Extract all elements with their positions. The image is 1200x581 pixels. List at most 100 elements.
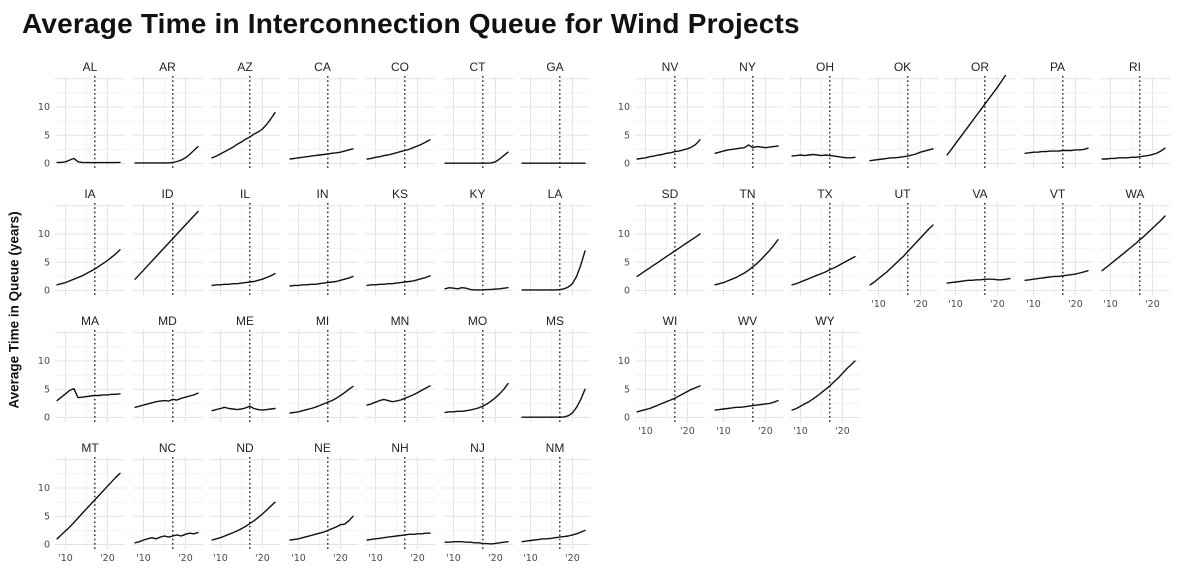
svg-text:10: 10	[38, 102, 50, 113]
facet-panel-IA: IA 0 5 10	[38, 187, 125, 297]
facet-strip: IL	[239, 187, 250, 201]
facet-strip: OK	[893, 60, 912, 74]
facet-panel-NE: NE '10 '20	[287, 441, 358, 564]
facet-plot	[712, 203, 783, 295]
svg-text:10: 10	[38, 229, 50, 240]
facet-panel-MI: MI	[287, 314, 358, 422]
facet-panel-MS: MS	[520, 314, 590, 422]
facet-plot	[365, 203, 435, 295]
facet-panel-NC: NC '10 '20	[132, 441, 203, 564]
facet-panel-CA: CA	[287, 60, 358, 168]
svg-text:5: 5	[44, 384, 50, 395]
facet-strip: MO	[467, 314, 488, 328]
facet-strip: PA	[1049, 60, 1066, 74]
facet-strip: NH	[391, 441, 409, 455]
facet-plot	[1100, 76, 1170, 168]
facet-plot	[210, 203, 280, 295]
facet-strip: WI	[662, 314, 678, 328]
facet-panel-AL: AL 0 5 10	[38, 60, 125, 170]
facet-strip: MA	[81, 314, 99, 328]
facet-strip: WV	[737, 314, 758, 328]
facet-panel-UT: UT '10 '20	[867, 187, 938, 310]
facet-plot	[132, 203, 203, 295]
svg-text:'10: '10	[1026, 299, 1041, 310]
svg-text:'20: '20	[333, 553, 348, 564]
facet-plot: '10 '20	[712, 330, 783, 437]
svg-text:'20: '20	[835, 426, 850, 437]
facet-plot: 0 5 10	[38, 203, 125, 297]
facet-panel-TN: TN	[712, 187, 783, 295]
facet-panel-IN: IN	[287, 187, 358, 295]
facet-plot: '10 '20	[442, 457, 513, 564]
facet-panel-WV: WV '10 '20	[712, 314, 783, 437]
facet-panel-CO: CO	[365, 60, 435, 168]
facet-strip: CO	[391, 60, 409, 74]
svg-text:'20: '20	[1145, 299, 1160, 310]
facet-plot	[945, 75, 1015, 168]
facet-panel-WY: WY '10 '20	[790, 314, 860, 437]
facet-plot	[520, 203, 590, 295]
facet-strip: VT	[1049, 187, 1066, 201]
facet-plot: '10 '20	[210, 457, 280, 564]
svg-text:'20: '20	[758, 426, 773, 437]
facet-panel-GA: GA	[520, 60, 590, 168]
facet-panel-CT: CT	[442, 60, 513, 168]
svg-text:'10: '10	[793, 426, 808, 437]
facet-strip: GA	[546, 60, 564, 74]
facet-strip: AZ	[237, 60, 253, 74]
facet-plot: 0 5 10	[618, 203, 705, 297]
facet-plot	[520, 330, 590, 422]
svg-text:10: 10	[38, 356, 50, 367]
facet-plot	[442, 76, 513, 168]
facet-strip: MI	[315, 314, 330, 328]
facet-panel-MN: MN	[365, 314, 435, 422]
facet-panel-NM: NM '10 '20	[520, 441, 590, 564]
facet-strip: TN	[739, 187, 756, 201]
facet-panel-ID: ID	[132, 187, 203, 295]
facet-plot: '10 '20	[1022, 203, 1093, 310]
svg-text:'20: '20	[913, 299, 928, 310]
facet-panel-ME: ME	[210, 314, 280, 422]
facet-plot	[132, 76, 203, 168]
y-axis-label: Average Time in Queue (years)	[6, 211, 22, 409]
facet-plot	[287, 203, 358, 295]
svg-text:'10: '10	[1103, 299, 1118, 310]
facet-panel-OH: OH	[790, 60, 860, 168]
facet-panel-MA: MA 0 5 10	[38, 314, 125, 424]
facet-panel-VA: VA '10 '20	[945, 187, 1015, 310]
svg-text:0: 0	[44, 286, 50, 297]
facet-strip: NV	[661, 60, 679, 74]
facet-strip: WY	[815, 314, 835, 328]
facet-strip: KS	[391, 187, 408, 201]
facet-plot	[287, 76, 358, 168]
facet-panel-LA: LA	[520, 187, 590, 295]
facet-block-right: NV 0 5 10 NY OH OK OR PA RI SD 0 5 10 TN TX UT '10 '20 VA '1…	[618, 60, 1195, 460]
facet-panel-SD: SD 0 5 10	[618, 187, 705, 297]
facet-panel-OK: OK	[867, 60, 938, 168]
facet-strip: OR	[971, 60, 989, 74]
svg-text:'10: '10	[871, 299, 886, 310]
facet-plot	[1022, 76, 1093, 168]
facet-plot: 0 5 10 '10 '20	[38, 457, 125, 564]
facet-strip: LA	[547, 187, 563, 201]
svg-text:'10: '10	[58, 553, 73, 564]
facet-strip: NJ	[470, 441, 485, 455]
facet-plot	[790, 76, 860, 168]
facet-plot: 0 5 10	[618, 76, 705, 170]
svg-text:'20: '20	[565, 553, 580, 564]
facet-panel-OR: OR	[945, 60, 1015, 168]
svg-text:5: 5	[44, 257, 50, 268]
facet-strip: MT	[81, 441, 99, 455]
svg-text:'20: '20	[488, 553, 503, 564]
facet-plot	[442, 330, 513, 422]
facet-strip: MD	[158, 314, 177, 328]
svg-text:5: 5	[624, 384, 630, 395]
facet-strip: CA	[314, 60, 331, 74]
facet-plot: 0 5 10 '10 '20	[618, 330, 705, 437]
facet-panel-AR: AR	[132, 60, 203, 168]
svg-text:0: 0	[44, 540, 50, 551]
facet-panel-WA: WA '10 '20	[1100, 187, 1170, 310]
svg-text:'10: '10	[136, 553, 151, 564]
facet-strip: AR	[159, 60, 176, 74]
